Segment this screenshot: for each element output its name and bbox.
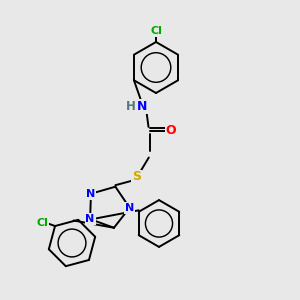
Text: N: N xyxy=(86,189,96,199)
Text: Cl: Cl xyxy=(150,26,162,37)
Text: O: O xyxy=(166,124,176,137)
Text: H: H xyxy=(126,100,136,113)
Text: N: N xyxy=(137,100,147,113)
Text: Cl: Cl xyxy=(36,218,48,228)
Text: N: N xyxy=(125,203,134,213)
Text: N: N xyxy=(85,214,95,224)
Text: S: S xyxy=(132,170,141,184)
